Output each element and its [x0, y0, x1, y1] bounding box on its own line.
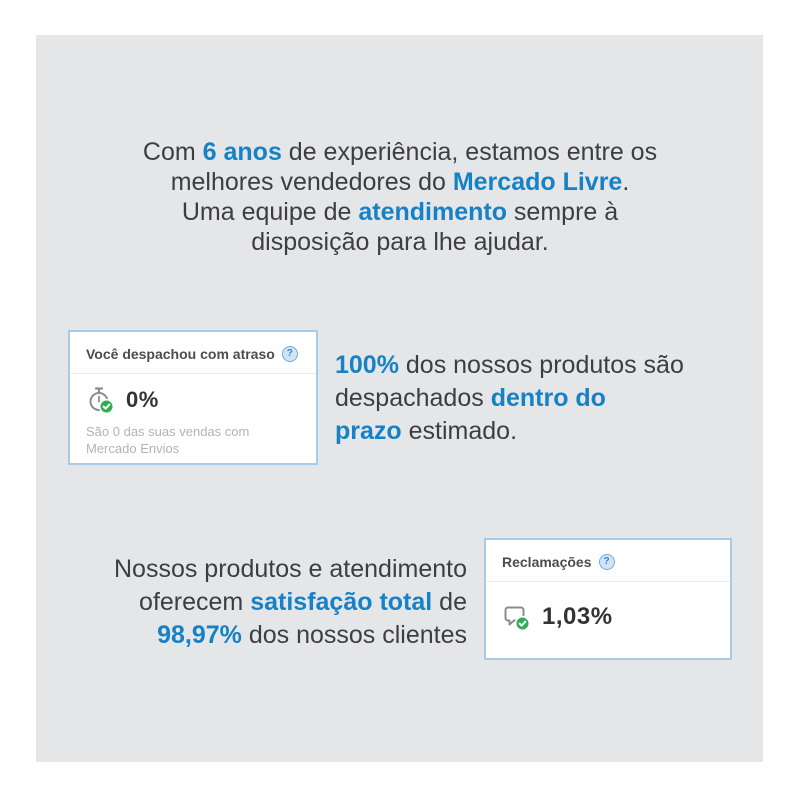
intro-line-3: Uma equipe de atendimento sempre à [181, 198, 619, 226]
stat2-line-1: Nossos produtos e atendimento [114, 555, 467, 583]
stat2-line-2: oferecem satisfação total de [139, 588, 467, 616]
highlight-mercado-livre: Mercado Livre [452, 168, 623, 196]
help-icon[interactable]: ? [281, 346, 298, 362]
late-shipping-card: Você despachou com atraso ? 0% São 0 das… [68, 330, 318, 465]
late-shipping-card-title: Você despachou com atraso [86, 346, 275, 362]
late-shipping-card-body: 0% [70, 374, 316, 420]
highlight-years: 6 anos [202, 138, 282, 166]
intro-line-1: Com 6 anos de experiência, estamos entre… [142, 138, 658, 166]
satisfaction-stat-text: Nossos produtos e atendimento oferecem s… [77, 553, 467, 652]
help-icon[interactable]: ? [598, 554, 615, 570]
highlight-satisfacao: satisfação total [250, 588, 433, 616]
intro-line-4: disposição para lhe ajudar. [251, 228, 549, 256]
highlight-prazo: prazo [335, 417, 402, 445]
highlight-9897: 98,97% [157, 621, 242, 649]
highlight-atendimento: atendimento [358, 198, 507, 226]
stopwatch-check-icon [86, 385, 116, 415]
complaints-value: 1,03% [542, 603, 613, 630]
complaints-card: Reclamações ? 1,03% [484, 538, 732, 660]
stat1-line-3: prazo estimado. [335, 417, 518, 445]
late-shipping-value: 0% [126, 387, 159, 412]
intro-paragraph: Com 6 anos de experiência, estamos entre… [100, 137, 700, 257]
complaints-card-header: Reclamações ? [486, 540, 730, 581]
on-time-stat-text: 100% dos nossos produtos são despachados… [335, 349, 735, 448]
stat2-line-3: 98,97% dos nossos clientes [157, 621, 467, 649]
stat1-line-2: despachados dentro do [335, 384, 606, 412]
gray-panel: Com 6 anos de experiência, estamos entre… [36, 35, 763, 762]
speech-bubble-check-icon [502, 602, 532, 632]
late-shipping-card-header: Você despachou com atraso ? [70, 332, 316, 373]
highlight-100: 100% [335, 351, 399, 379]
card-divider [486, 581, 730, 582]
highlight-dentro-do: dentro do [490, 384, 606, 412]
complaints-card-body: 1,03% [486, 582, 730, 637]
late-shipping-subtitle: São 0 das suas vendas com Mercado Envios [86, 424, 250, 456]
stat1-line-1: 100% dos nossos produtos são [335, 351, 684, 379]
card-divider [70, 373, 316, 374]
complaints-card-title: Reclamações [502, 554, 592, 570]
intro-line-2: melhores vendedores do Mercado Livre. [170, 168, 630, 196]
